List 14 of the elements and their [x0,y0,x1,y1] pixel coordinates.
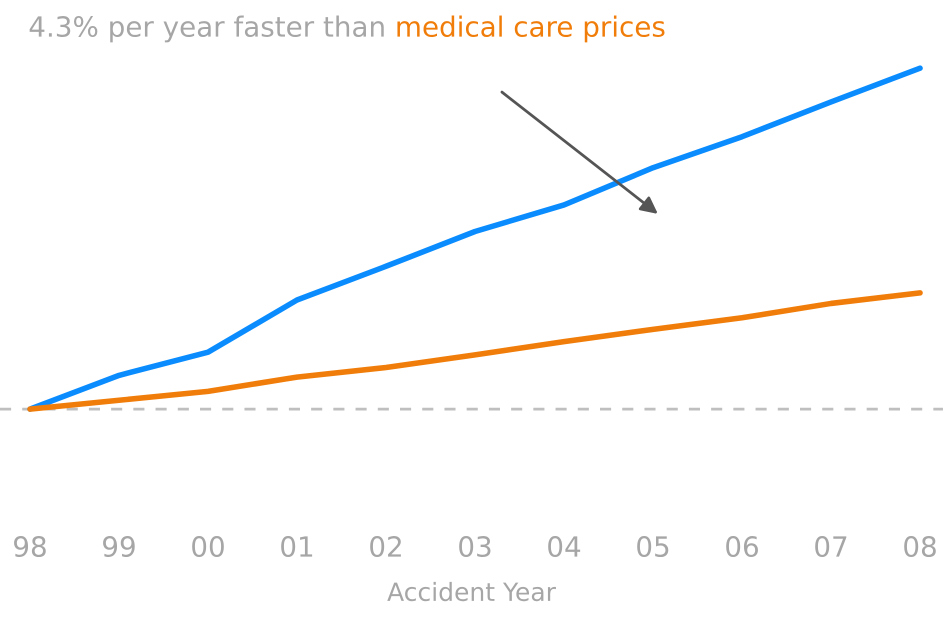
x-tick-label: 04 [548,536,580,558]
chart-title: 4.3% per year faster than [30,16,384,42]
x-tick-label: 06 [726,536,758,558]
x-tick-label: 03 [459,536,490,558]
x-tick-label: 02 [370,536,401,558]
x-tick-label: 05 [637,536,668,558]
x-axis-title: Accident Year [387,582,556,602]
text: medical care prices [397,16,665,42]
x-tick-label: 98 [14,536,46,558]
x-tick-label: 99 [103,536,135,558]
x-tick-label: 08 [904,536,936,558]
x-tick-label: 07 [815,536,846,558]
x-tick-label: 01 [281,536,312,558]
x-tick-label: 00 [192,536,224,558]
